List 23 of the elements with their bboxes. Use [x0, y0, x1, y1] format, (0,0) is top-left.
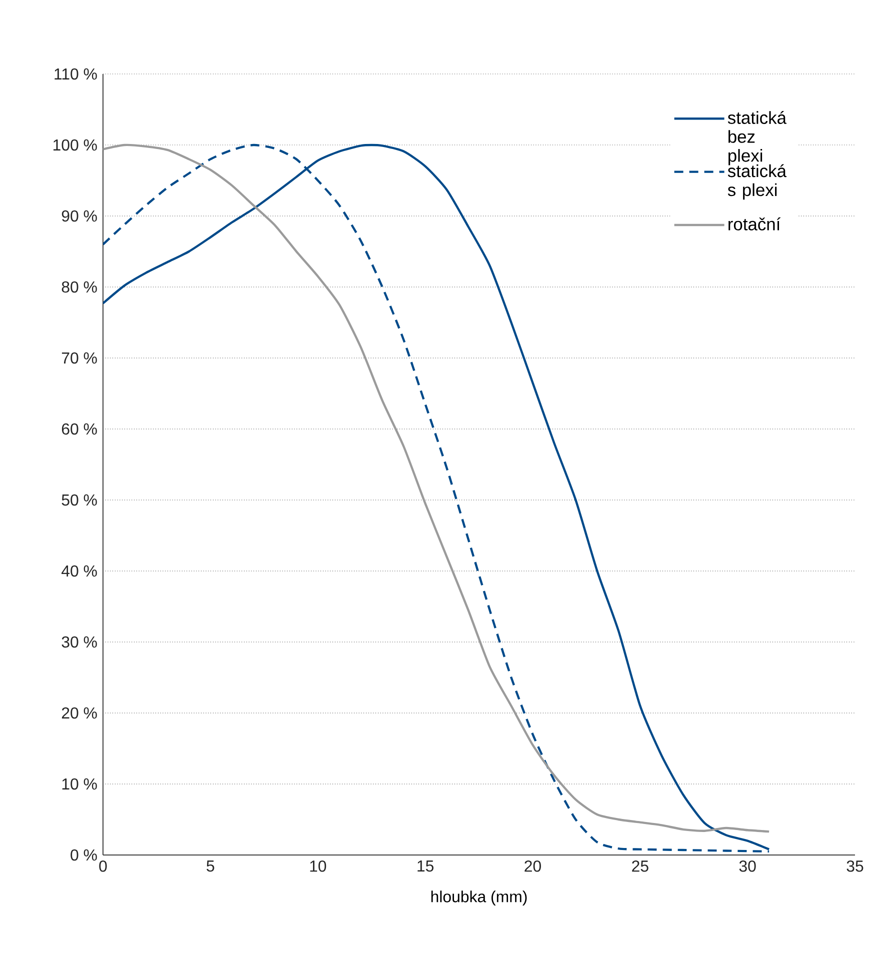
y-tick-label: 90 % [62, 210, 97, 222]
y-tick-label: 20 % [62, 707, 97, 719]
y-tick-label: 100 % [54, 139, 97, 151]
y-tick-label: 10 % [62, 778, 97, 790]
legend-label: rotační [728, 217, 781, 230]
y-tick-label: 70 % [62, 352, 97, 364]
x-tick-label: 5 [206, 860, 214, 872]
y-tick-label: 30 % [62, 636, 97, 648]
x-tick-label: 20 [524, 860, 541, 872]
legend-label: statická s plexi [728, 164, 786, 200]
x-tick-label: 25 [632, 860, 648, 872]
x-axis-title: hloubka (mm) [431, 890, 527, 906]
x-tick-label: 0 [99, 860, 107, 872]
y-tick-label: 110 % [54, 68, 97, 80]
y-tick-label: 80 % [62, 281, 97, 293]
x-tick-label: 10 [310, 860, 326, 872]
x-tick-label: 15 [418, 860, 434, 872]
y-tick-label: 0 % [70, 849, 97, 861]
y-tick-label: 60 % [62, 423, 97, 435]
x-tick-label: 35 [846, 860, 864, 872]
y-tick-label: 40 % [62, 565, 97, 577]
x-tick-label: 30 [739, 860, 756, 872]
y-tick-label: 50 % [62, 494, 97, 506]
